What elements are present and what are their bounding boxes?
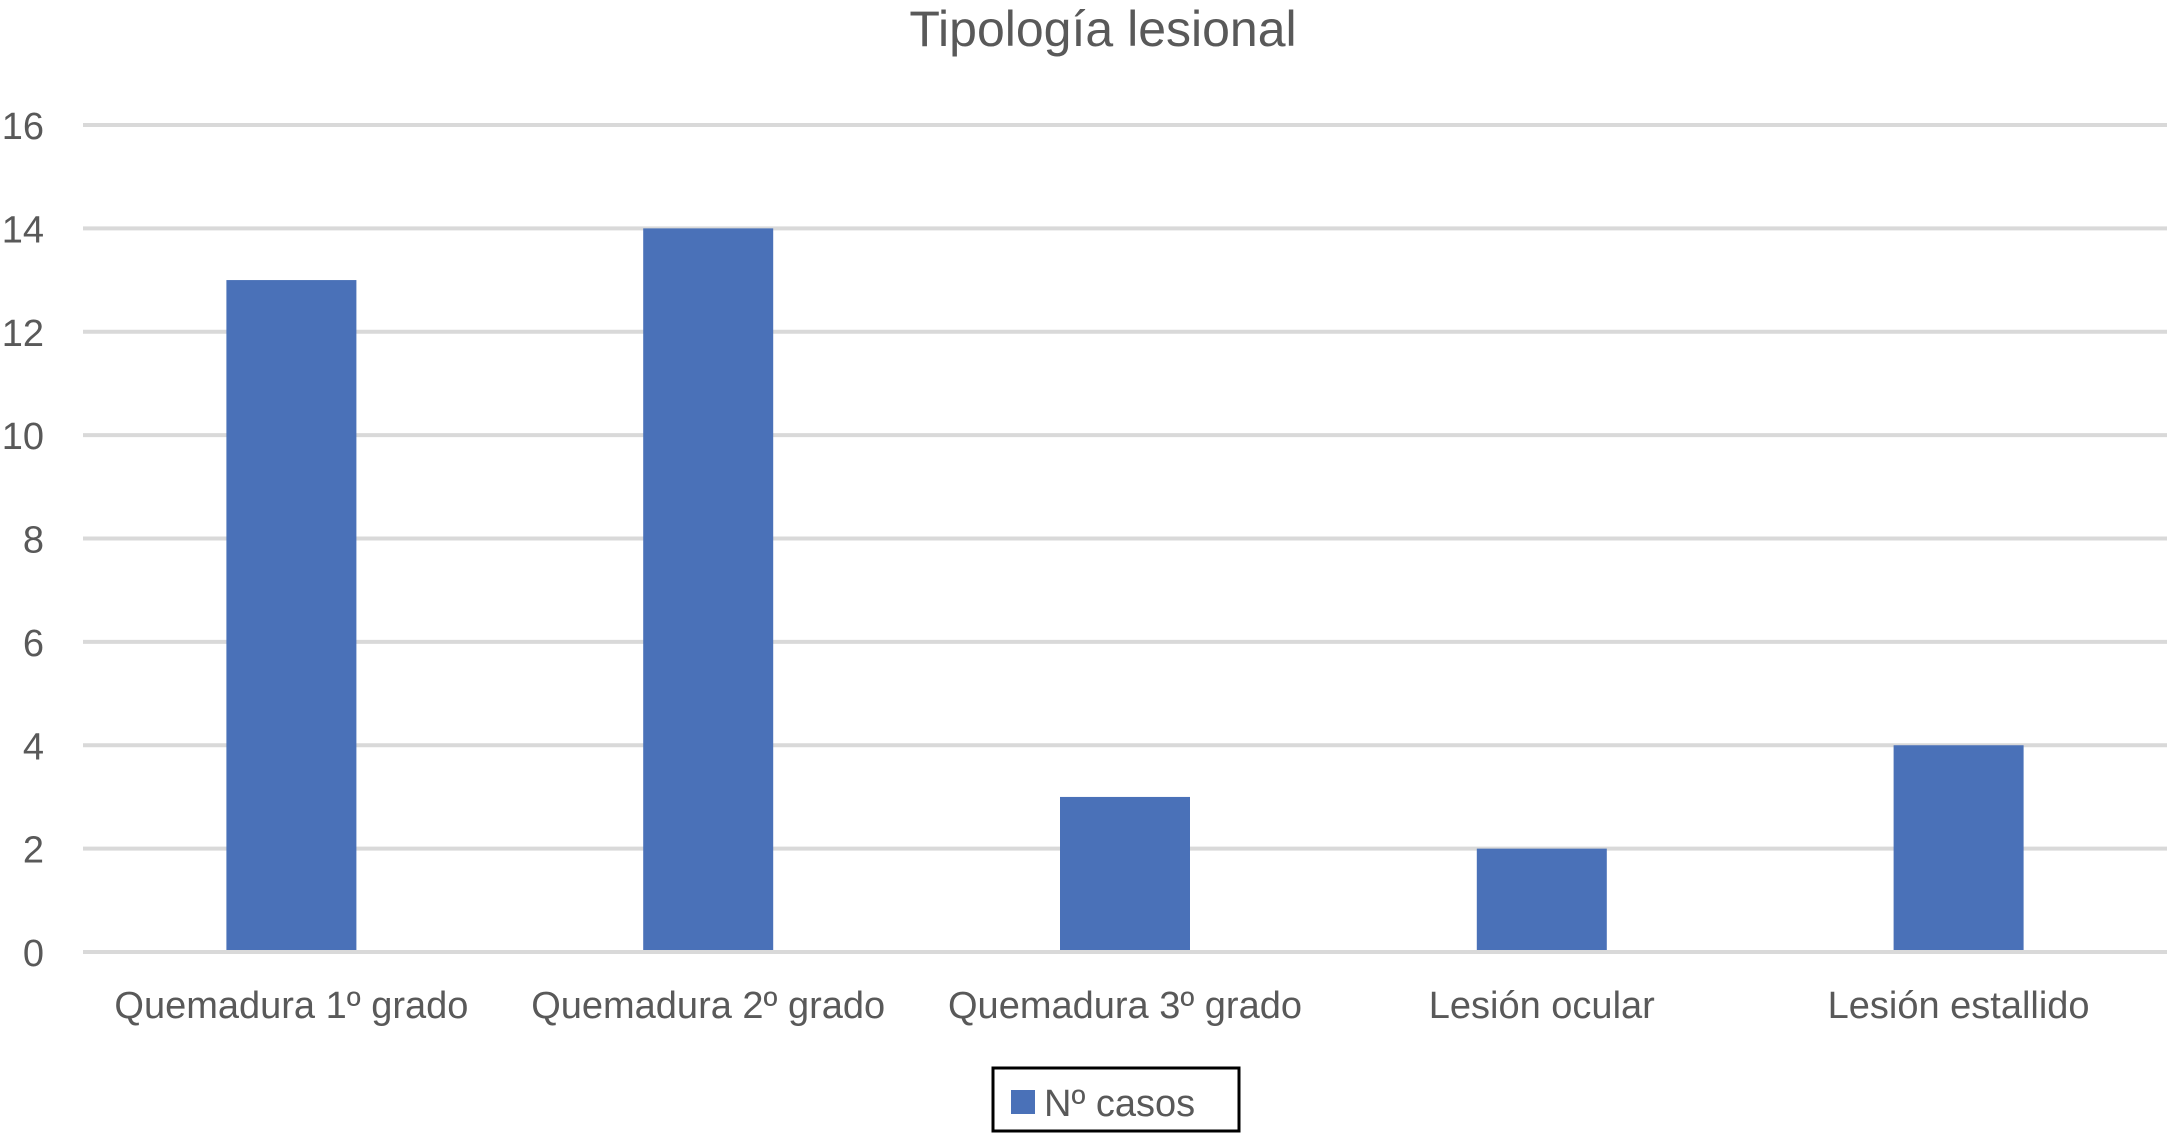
legend-label: Nº casos [1044, 1083, 1195, 1125]
gridlines [83, 123, 2167, 954]
y-tick-label: 16 [2, 106, 44, 148]
y-tick-label: 0 [23, 933, 44, 975]
legend-swatch [1011, 1090, 1035, 1114]
x-category-label: Lesión ocular [1429, 985, 1655, 1027]
x-category-label: Quemadura 1º grado [114, 985, 468, 1027]
y-axis-ticks: 0 2 4 6 8 10 12 14 16 [2, 106, 44, 975]
bar [1476, 848, 1607, 950]
bar [643, 228, 774, 950]
bar [226, 280, 357, 950]
bar [1060, 796, 1190, 950]
legend-box [991, 1066, 1241, 1133]
y-tick-label: 4 [23, 726, 44, 768]
y-tick-label: 12 [2, 313, 44, 355]
y-tick-label: 10 [2, 416, 44, 458]
y-tick-label: 14 [2, 209, 44, 251]
chart-title: Tipología lesional [909, 1, 1296, 57]
y-tick-label: 8 [23, 520, 44, 562]
x-category-label: Lesión estallido [1828, 985, 2090, 1027]
x-axis-categories: Quemadura 1º grado Quemadura 2º grado Quem… [114, 985, 2089, 1027]
x-category-label: Quemadura 3º grado [948, 985, 1302, 1027]
legend: Nº casos [991, 1066, 1241, 1133]
y-tick-label: 6 [23, 623, 44, 665]
y-tick-label: 2 [23, 830, 44, 872]
bar [1893, 745, 2024, 950]
x-category-label: Quemadura 2º grado [531, 985, 885, 1027]
bars [226, 228, 2024, 950]
